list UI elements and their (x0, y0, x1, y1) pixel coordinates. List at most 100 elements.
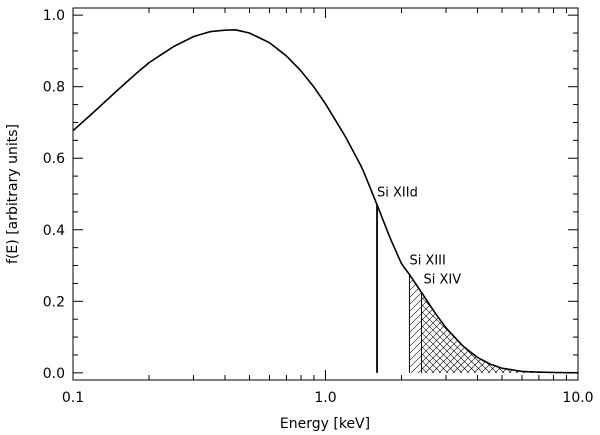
hatch-line (467, 274, 578, 373)
hatch-line (0, 0, 286, 400)
hatch-line (0, 0, 188, 400)
hatch-line (0, 0, 245, 400)
hatch-line (473, 292, 578, 373)
hatch-line (0, 0, 153, 400)
hatch-line (0, 0, 336, 400)
hatch-line (558, 274, 578, 373)
hatch-line (409, 274, 578, 373)
hatch-line (0, 0, 230, 400)
hatch-line (421, 292, 578, 373)
hatch-line (0, 0, 182, 400)
hatch-line (421, 292, 578, 373)
hatch-line (0, 0, 210, 400)
y-axis-label: f(E) [arbitrary units] (5, 124, 21, 264)
y-tick-label: 0.0 (43, 366, 65, 382)
y-tick-label: 0.8 (43, 80, 65, 96)
hatch-line (537, 274, 578, 373)
hatch-line (421, 292, 578, 373)
hatch-line (544, 274, 578, 373)
hatch-line (0, 0, 273, 400)
y-tick-label: 1.0 (43, 8, 65, 24)
hatch-line (421, 292, 578, 373)
hatch-line (409, 274, 526, 373)
hatch-line (466, 292, 578, 373)
hatch-line (421, 292, 567, 373)
hatch-line (0, 0, 301, 400)
annotation-layer: Si XIId Si XIII Si XIV (377, 186, 461, 288)
hatch-line (421, 292, 574, 373)
hatch-line (0, 0, 209, 400)
hatch-line (421, 292, 532, 373)
hatch-line (0, 0, 349, 400)
y-tick-label: 0.2 (43, 294, 65, 310)
hatch-line (0, 0, 140, 400)
hatch-line (579, 0, 600, 400)
hatch-line (5, 0, 405, 400)
x-tick-label: 1.0 (314, 390, 336, 406)
hatch-line (0, 0, 385, 400)
hatch-line (0, 0, 195, 400)
hatch-line (0, 0, 216, 400)
hatch-line (409, 274, 428, 373)
hatch-line (0, 0, 322, 400)
hatch-line (0, 0, 371, 400)
hatch-line (0, 0, 252, 400)
hatch-line (0, 0, 224, 400)
hatch-line (586, 0, 600, 400)
hatch-line (501, 292, 578, 373)
hatch-line (409, 274, 578, 373)
hatch-line (409, 274, 578, 373)
hatch-line (0, 0, 203, 400)
hatch-line (0, 0, 392, 400)
hatch-line (0, 0, 161, 400)
hatch-line (0, 0, 196, 400)
hatch-line (0, 0, 238, 400)
hatch-layer (0, 0, 600, 400)
hatch-line (594, 0, 600, 400)
hatch-line (445, 292, 578, 373)
hatch-line (0, 0, 266, 400)
hatch-line (529, 292, 578, 373)
hatch-line (494, 292, 578, 373)
hatch-line (488, 274, 578, 373)
hatch-line (0, 0, 259, 400)
hatch-line (19, 0, 419, 400)
hatch-line (409, 274, 421, 373)
hatch-line (0, 0, 364, 400)
hatch-line (0, 0, 293, 400)
hatch-line (421, 292, 578, 373)
hatch-line (0, 0, 168, 400)
hatch-line (421, 292, 578, 373)
hatch-line (557, 292, 578, 373)
hatch-line (459, 292, 578, 373)
hatch-line (0, 0, 258, 400)
threshold-label-si-xiii: Si XIII (409, 253, 445, 268)
hatch-region-0 (0, 0, 600, 400)
hatch-line (421, 292, 427, 373)
hatch-line (0, 0, 378, 400)
hatch-line (421, 292, 511, 373)
hatch-line (550, 292, 578, 373)
hatch-line (421, 292, 578, 373)
y-tick-label: 0.4 (43, 223, 65, 239)
hatch-line (0, 0, 279, 400)
hatch-line (421, 292, 578, 373)
hatch-line (530, 274, 578, 373)
hatch-line (0, 0, 399, 400)
hatch-line (0, 0, 321, 400)
hatch-line (409, 274, 533, 373)
hatch-line (421, 292, 539, 373)
hatch-line (411, 274, 578, 373)
hatch-line (580, 0, 600, 400)
curve-layer (72, 29, 579, 374)
hatch-line (495, 274, 578, 373)
hatch-line (564, 292, 578, 373)
hatch-line (0, 0, 287, 400)
hatch-line (409, 274, 578, 373)
hatch-line (551, 274, 578, 373)
hatch-line (0, 0, 384, 400)
hatch-line (502, 274, 578, 373)
hatch-line (421, 292, 504, 373)
hatch-line (421, 292, 553, 373)
hatch-line (409, 274, 575, 373)
